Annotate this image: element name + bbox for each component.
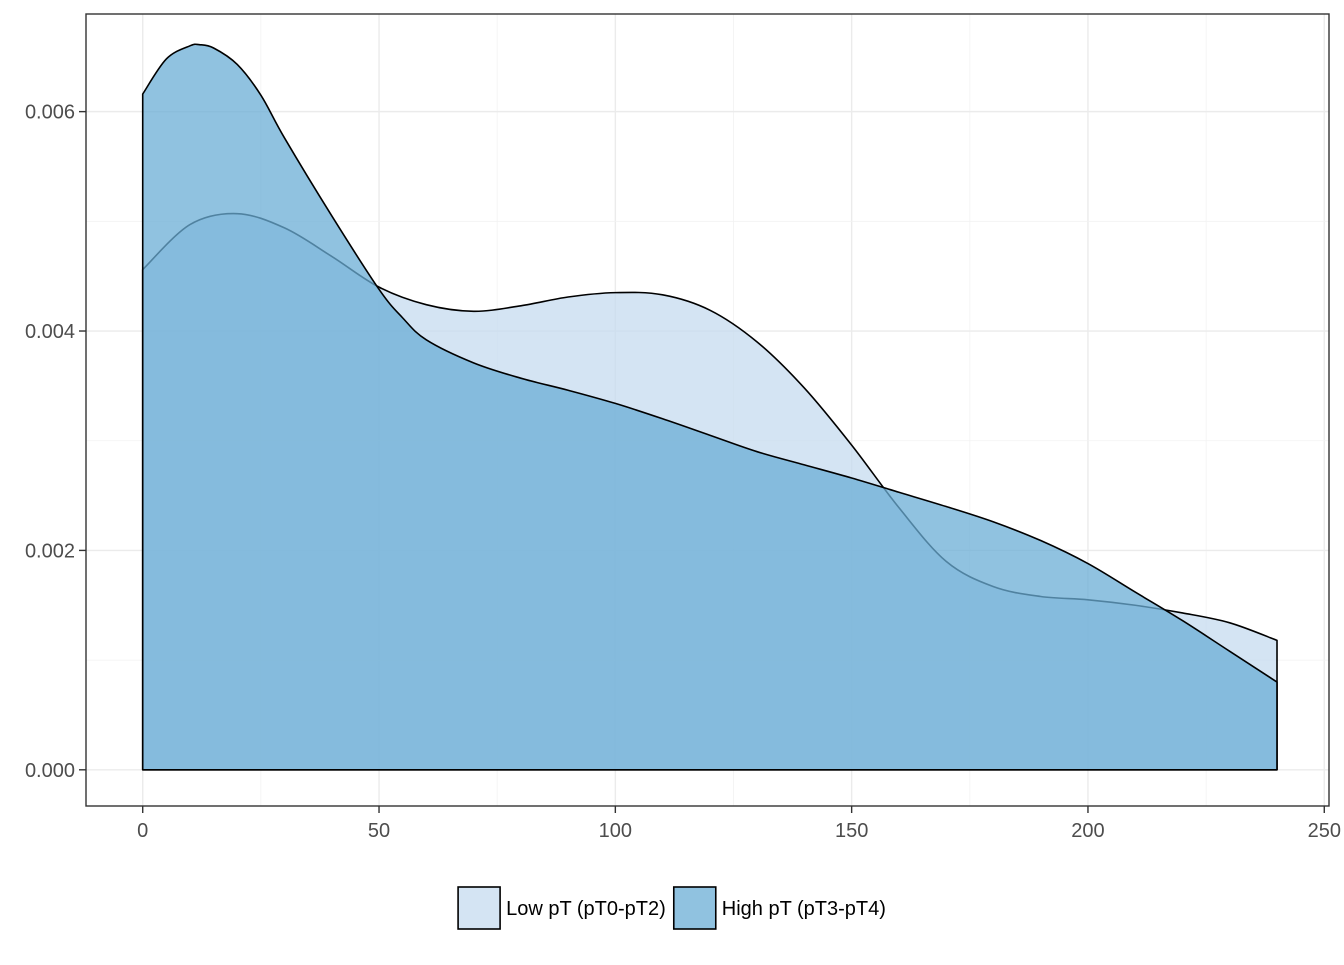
legend-label-series-2: High pT (pT3-pT4) xyxy=(722,898,886,920)
x-tick-label: 0 xyxy=(137,820,148,842)
y-tick-label: 0.006 xyxy=(25,102,75,124)
y-tick-label: 0.004 xyxy=(25,321,75,343)
y-tick-label: 0.002 xyxy=(25,540,75,562)
x-tick-label: 100 xyxy=(599,820,632,842)
legend-key-series-2 xyxy=(672,886,717,930)
legend: Low pT (pT0-pT2) High pT (pT3-pT4) xyxy=(457,886,886,930)
legend-label-series-1: Low pT (pT0-pT2) xyxy=(506,898,666,920)
series-layer xyxy=(141,43,1278,771)
axis-layer: 0 50 100 150 200 250 0.000 0.002 0.004 0.006 xyxy=(25,102,1341,842)
x-tick-label: 150 xyxy=(835,820,868,842)
x-tick-label: 200 xyxy=(1071,820,1104,842)
density-area-series-2 xyxy=(141,43,1278,771)
legend-key-series-1 xyxy=(457,886,501,930)
y-tick-label: 0.000 xyxy=(25,760,75,782)
panel-border xyxy=(85,13,1330,807)
x-tick-label: 250 xyxy=(1308,820,1341,842)
x-tick-label: 50 xyxy=(368,820,390,842)
